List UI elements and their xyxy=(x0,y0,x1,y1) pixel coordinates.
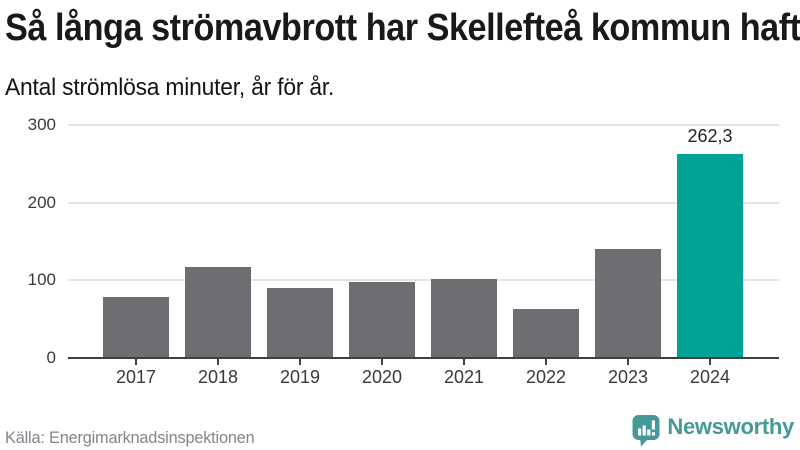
y-tick-label: 0 xyxy=(46,348,56,367)
x-axis-line xyxy=(68,357,779,359)
newsworthy-logo-icon xyxy=(632,414,660,447)
x-axis-tick xyxy=(545,359,547,365)
x-tick-label-2021: 2021 xyxy=(443,367,485,387)
newsworthy-logo[interactable]: Newsworthy xyxy=(632,412,794,448)
chart-title: Så långa strömavbrott har Skellefteå kom… xyxy=(5,7,800,49)
y-tick-label: 300 xyxy=(27,115,56,135)
x-tick-label-2020: 2020 xyxy=(361,367,403,387)
chart-subtitle: Antal strömlösa minuter, år för år. xyxy=(5,74,335,101)
bar-2017 xyxy=(103,297,169,358)
x-axis-tick xyxy=(135,359,137,365)
newsworthy-logo-wordmark: Newsworthy xyxy=(667,414,794,439)
bar-2022 xyxy=(513,309,579,358)
y-tick-label: 100 xyxy=(27,270,56,290)
x-axis-tick xyxy=(463,359,465,365)
bar-2024 xyxy=(677,154,743,358)
x-tick-label-2018: 2018 xyxy=(197,367,239,387)
x-axis-tick xyxy=(299,359,301,365)
x-axis-tick xyxy=(627,359,629,365)
grid-line xyxy=(68,279,779,282)
x-tick-label-2019: 2019 xyxy=(279,367,321,387)
highlight-value-label: 262,3 xyxy=(687,126,733,147)
x-axis-tick xyxy=(709,359,711,365)
y-tick-label: 200 xyxy=(27,192,56,212)
x-tick-label-2022: 2022 xyxy=(525,367,567,387)
grid-line xyxy=(68,124,779,126)
x-tick-label-2023: 2023 xyxy=(607,367,649,387)
bar-2021 xyxy=(431,278,497,358)
bar-chart: 0 100 200 300 2017 2018 2019 2020 2021 2022 2023 20… xyxy=(0,115,800,400)
bar-2023 xyxy=(595,249,661,358)
x-axis-tick xyxy=(217,359,219,365)
bar-2020 xyxy=(349,281,415,358)
bar-2019 xyxy=(267,288,333,358)
x-tick-label-2024: 2024 xyxy=(689,367,731,387)
x-axis-tick xyxy=(381,359,383,365)
grid-line xyxy=(68,201,779,204)
source-note: Källa: Energimarknadsinspektionen xyxy=(5,428,255,447)
bar-2018 xyxy=(185,267,251,358)
x-tick-label-2017: 2017 xyxy=(115,367,157,387)
